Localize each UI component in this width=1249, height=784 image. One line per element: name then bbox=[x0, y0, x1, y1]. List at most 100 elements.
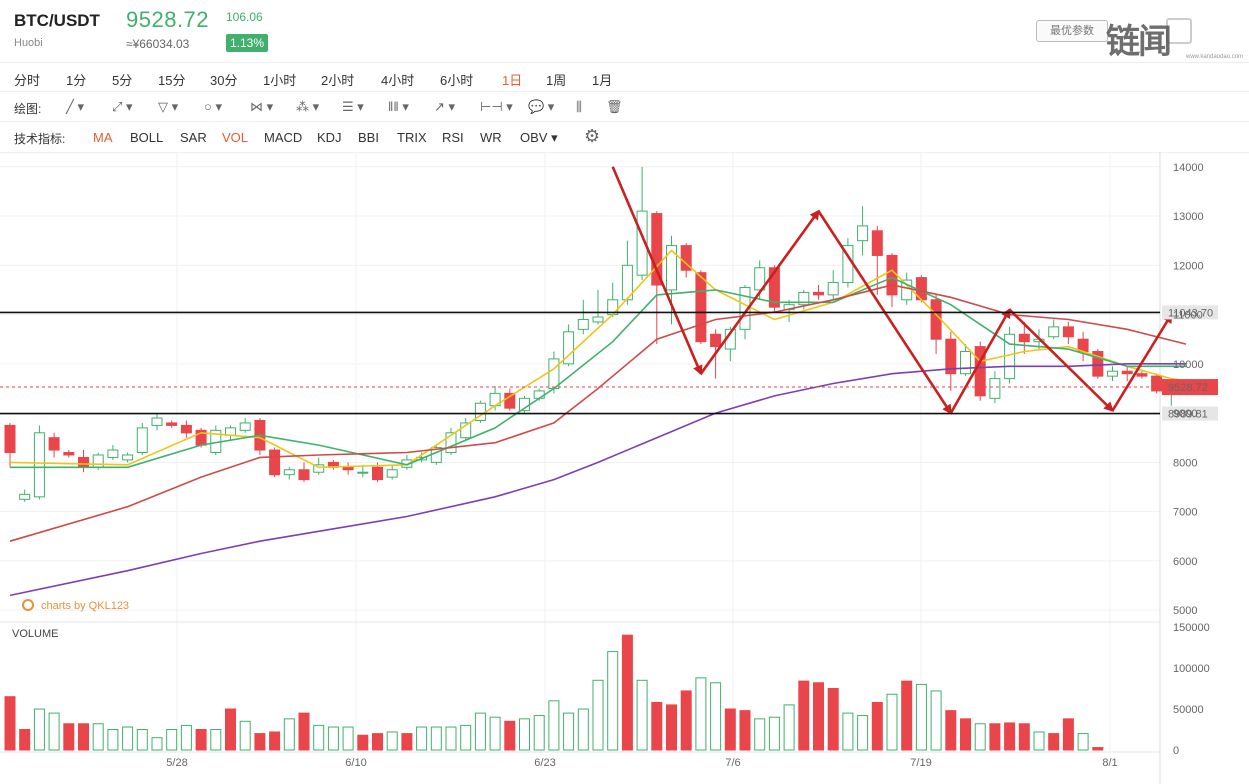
volume-bar bbox=[724, 708, 736, 751]
interval-tab-7[interactable]: 4小时 bbox=[381, 73, 415, 88]
candle-body bbox=[636, 210, 648, 276]
volume-bar bbox=[33, 708, 45, 751]
indicator-trix[interactable]: TRIX bbox=[397, 130, 427, 145]
volume-bar bbox=[210, 729, 222, 751]
volume-bar bbox=[1062, 718, 1074, 751]
candle-body bbox=[1018, 333, 1030, 343]
fib-tool-icon[interactable]: ☰ ▾ bbox=[342, 99, 364, 114]
ray-tool-icon[interactable]: ⤢ ▾ bbox=[112, 99, 133, 114]
candle-body bbox=[445, 432, 457, 454]
interval-tab-11[interactable]: 1月 bbox=[592, 73, 613, 88]
volume-bar bbox=[1092, 747, 1104, 751]
candle-body bbox=[386, 469, 398, 478]
candle-body bbox=[1092, 351, 1104, 377]
watermark-sub: www.kandaodao.com bbox=[1186, 54, 1244, 60]
trend-arrow-segment bbox=[1008, 308, 1114, 413]
indicator-vol[interactable]: VOL bbox=[222, 130, 249, 145]
volume-bar bbox=[666, 704, 677, 751]
indicator-ma[interactable]: MA bbox=[93, 130, 113, 145]
comment-tool-icon[interactable]: 💬 ▾ bbox=[528, 99, 555, 114]
layout-icon[interactable] bbox=[1166, 18, 1192, 44]
date-tick-label: 7/6 bbox=[725, 757, 740, 769]
interval-tab-1[interactable]: 1分 bbox=[66, 73, 87, 88]
trash-icon[interactable]: 🗑 bbox=[606, 99, 623, 114]
gann-tool-icon[interactable]: ‖‖ ▾ bbox=[388, 99, 409, 114]
level-tag bbox=[1162, 305, 1218, 320]
moving-averages bbox=[9, 249, 1187, 597]
volume-bar bbox=[1033, 731, 1045, 751]
volume-bar bbox=[607, 651, 619, 751]
interval-tab-8[interactable]: 6小时 bbox=[440, 73, 474, 88]
volume-bar bbox=[519, 718, 530, 751]
optimal-params-button[interactable]: 最优参数 bbox=[1036, 20, 1108, 42]
triangle-tool-icon[interactable]: ▽ ▾ bbox=[158, 99, 179, 114]
candle-body bbox=[78, 456, 89, 468]
candle-body bbox=[1048, 326, 1060, 338]
interval-tab-6[interactable]: 2小时 bbox=[321, 73, 355, 88]
watermark-text: 链闻 bbox=[1106, 23, 1172, 61]
pair-symbol[interactable]: BTC/USDT bbox=[14, 11, 100, 30]
indicator-kdj[interactable]: KDJ bbox=[317, 130, 342, 145]
candle-body bbox=[180, 424, 192, 434]
candle-body bbox=[1121, 370, 1133, 375]
candle-body bbox=[592, 316, 604, 323]
volume-bar bbox=[416, 726, 428, 751]
interval-tab-2[interactable]: 5分 bbox=[112, 73, 133, 88]
volume-bar bbox=[710, 682, 722, 751]
volume-bar bbox=[460, 724, 472, 751]
indicator-sar[interactable]: SAR bbox=[180, 130, 207, 145]
indicator-wr[interactable]: WR bbox=[480, 130, 502, 145]
line-tool-icon[interactable]: ╱ ▾ bbox=[66, 99, 84, 114]
price-tick-label: 10000 bbox=[1173, 359, 1204, 371]
exchange-name: Huobi bbox=[14, 37, 43, 49]
indicator-boll[interactable]: BOLL bbox=[130, 130, 164, 145]
candle-body bbox=[695, 272, 707, 343]
gear-icon[interactable]: ⚙ bbox=[584, 126, 601, 146]
volume-bar bbox=[636, 679, 648, 751]
date-tick-label: 8/1 bbox=[1102, 757, 1117, 769]
interval-tab-0[interactable]: 分时 bbox=[14, 73, 41, 88]
volume-bar bbox=[195, 729, 207, 751]
interval-tab-4[interactable]: 30分 bbox=[210, 73, 238, 88]
circle-tool-icon[interactable]: ○ ▾ bbox=[204, 99, 222, 114]
zigzag-tool-icon[interactable]: ⋈ ▾ bbox=[250, 99, 274, 114]
qkl-logo-icon bbox=[22, 599, 34, 611]
pattern-tool-icon[interactable]: ⁂ ▾ bbox=[296, 99, 320, 114]
interval-tab-10[interactable]: 1周 bbox=[546, 73, 567, 88]
volume-tick-label: 0 bbox=[1173, 745, 1179, 757]
volume-bar bbox=[798, 680, 810, 751]
arrow-tool-icon[interactable]: ↗ ▾ bbox=[434, 99, 456, 114]
candle-body bbox=[504, 392, 516, 409]
level-tag bbox=[1162, 406, 1218, 421]
candle-body bbox=[577, 318, 589, 330]
volume-bar bbox=[254, 733, 266, 751]
volume-bar bbox=[298, 712, 310, 751]
indicator-bbi[interactable]: BBI bbox=[358, 130, 379, 145]
measure-tool-icon[interactable]: ⊢⊣ ▾ bbox=[480, 99, 513, 114]
volume-bar bbox=[592, 679, 604, 751]
indicator-obv[interactable]: OBV ▾ bbox=[520, 130, 558, 145]
volume-bar bbox=[945, 710, 957, 751]
candle-body bbox=[136, 427, 148, 454]
candle-body bbox=[960, 351, 971, 375]
volume-bar bbox=[915, 683, 927, 751]
interval-tab-9[interactable]: 1日 bbox=[502, 73, 523, 88]
candle-body bbox=[460, 422, 472, 439]
volume-bar bbox=[283, 718, 295, 751]
volume-bar bbox=[166, 729, 178, 751]
indicator-macd[interactable]: MACD bbox=[264, 130, 303, 145]
candle-tool-icon[interactable]: ⫼ bbox=[576, 99, 582, 114]
horizontal-levels: 11043.70 8989.81 9528.72 bbox=[0, 305, 1218, 421]
candle-body bbox=[298, 469, 310, 481]
volume-bar bbox=[827, 688, 839, 751]
interval-tab-3[interactable]: 15分 bbox=[158, 73, 186, 88]
candle-body bbox=[239, 422, 251, 431]
indicator-rsi[interactable]: RSI bbox=[442, 130, 464, 145]
volume-bar bbox=[122, 726, 134, 751]
candle-body bbox=[621, 264, 633, 301]
candle-body bbox=[548, 358, 560, 389]
candle-body bbox=[342, 466, 354, 471]
price-chart[interactable]: 11043.70 8989.81 9528.72 14000 13000 12000 11… bbox=[0, 152, 1249, 784]
interval-tab-5[interactable]: 1小时 bbox=[263, 73, 297, 88]
volume-bar bbox=[504, 720, 516, 751]
